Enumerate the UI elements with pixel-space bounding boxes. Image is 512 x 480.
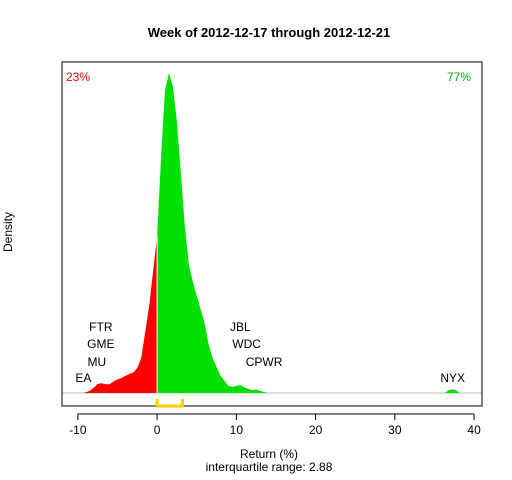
iqr-bracket xyxy=(155,399,184,408)
stock-annotation: JBL xyxy=(230,320,251,334)
stock-annotation: NYX xyxy=(440,371,465,385)
plot-frame xyxy=(61,61,483,407)
stock-annotation: CPWR xyxy=(246,355,283,369)
x-tick-label: 40 xyxy=(467,423,481,437)
stock-annotation: EA xyxy=(75,371,91,385)
positive-return-area xyxy=(157,73,268,393)
x-tick-label: 20 xyxy=(309,423,323,437)
x-tick-label: 30 xyxy=(388,423,402,437)
stock-annotation: MU xyxy=(88,355,107,369)
x-tick-label: 10 xyxy=(230,423,244,437)
negative-share-label: 23% xyxy=(66,70,90,84)
x-tick-label: 0 xyxy=(154,423,161,437)
stock-annotation: GME xyxy=(87,337,114,351)
y-axis-label: Density xyxy=(1,212,15,252)
x-tick-label: -10 xyxy=(69,423,87,437)
positive-share-label: 77% xyxy=(447,70,471,84)
chart-subtitle: interquartile range: 2.88 xyxy=(206,460,333,474)
stock-annotation: FTR xyxy=(89,320,113,334)
negative-return-area xyxy=(83,236,158,393)
chart-title: Week of 2012-12-17 through 2012-12-21 xyxy=(148,25,391,40)
x-axis-label: Return (%) xyxy=(240,447,298,461)
stock-annotation: WDC xyxy=(232,337,261,351)
outlier-density-bump xyxy=(444,389,460,393)
plot-area: -10 0 10 20 30 40 EA MU GME FTR JBL WDC CPWR NYX xyxy=(61,61,483,437)
